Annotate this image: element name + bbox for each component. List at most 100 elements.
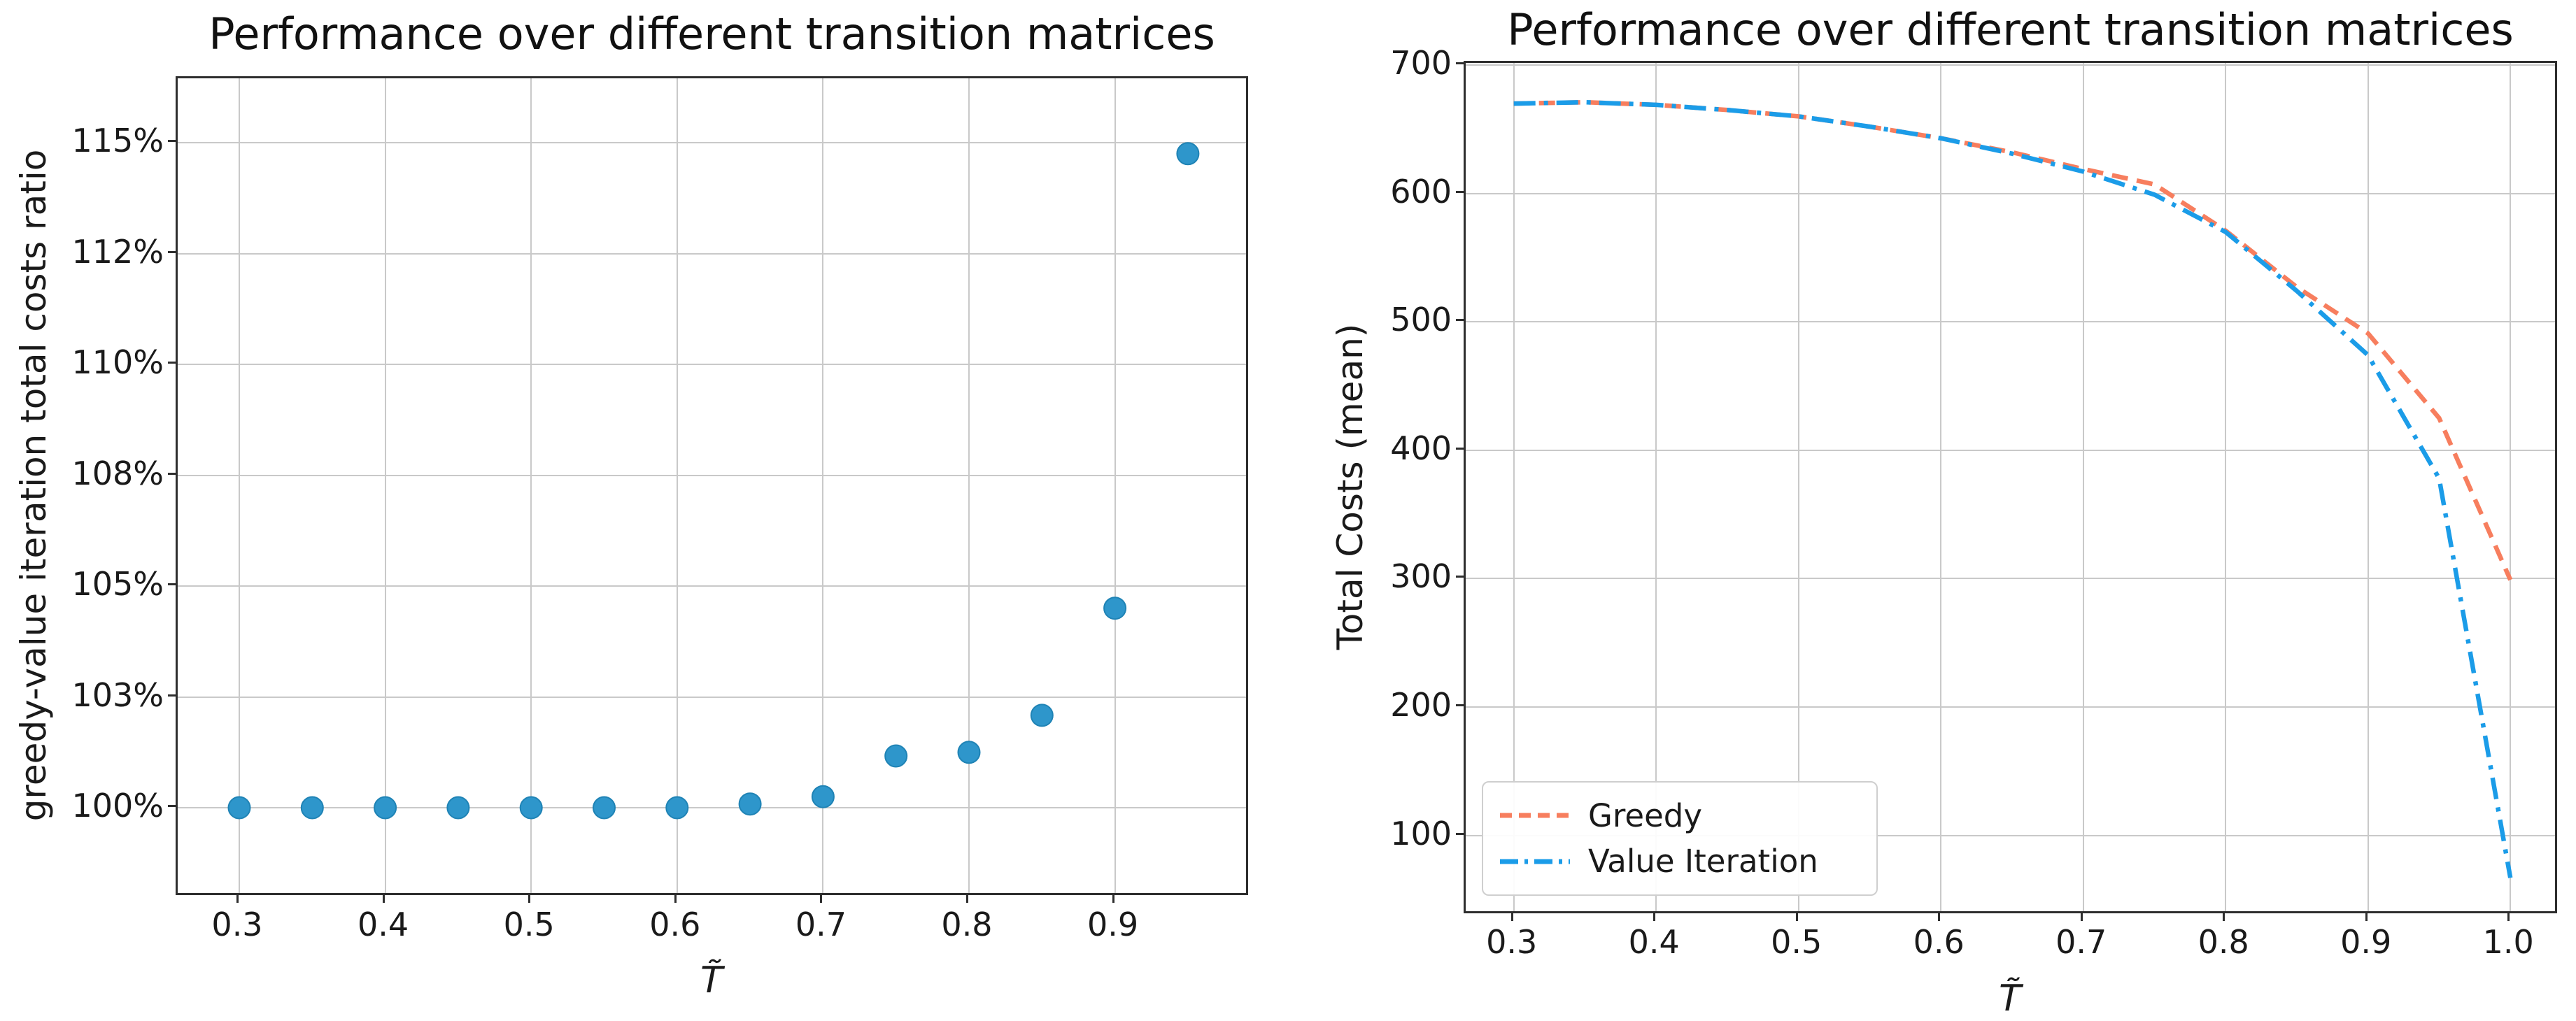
x-tick-mark [236,895,239,903]
scatter-point [446,796,470,820]
x-tick-label: 0.5 [503,906,555,943]
y-tick-mark [168,694,176,697]
x-tick-label: 0.6 [649,906,701,943]
gridline-y [1466,578,2555,580]
gridline-y [178,474,1246,476]
x-tick-label: 0.7 [2055,923,2107,961]
legend-entry: Greedy [1500,797,1860,834]
x-tick-label: 1.0 [2482,923,2534,961]
gridline-x [822,78,824,893]
gridline-x [530,78,532,893]
x-tick-label: 0.9 [1087,906,1139,943]
line-value-iteration [1513,99,2513,878]
legend-sample-greedy-line [1500,813,1570,818]
gridline-y [178,807,1246,808]
y-tick-mark [168,583,176,585]
x-tick-mark [2080,913,2083,921]
chart-costs: Performance over different transition ma… [1288,0,2576,1021]
x-tick-label: 0.7 [795,906,847,943]
scatter-point [1103,597,1127,620]
x-tick-mark [1510,913,1513,921]
x-tick-label: 0.8 [2198,923,2249,961]
x-tick-mark [1795,913,1798,921]
gridline-y [178,252,1246,255]
gridline-y [178,585,1246,587]
scatter-point [884,744,908,768]
gridline-x [1655,63,1657,911]
y-tick-label: 100 [1390,814,1452,852]
scatter-point [227,796,251,820]
x-axis-label: T̃ [700,959,723,1001]
x-tick-mark [1938,913,1941,921]
y-tick-label: 300 [1390,557,1452,596]
gridline-y [178,142,1246,143]
scatter-point [1176,142,1200,166]
plot-area [176,76,1248,895]
legend-entry: Value Iteration [1500,843,1860,880]
scatter-point [374,796,397,820]
scatter-point [300,796,324,820]
scatter-point [519,796,543,820]
x-tick-label: 0.4 [1628,923,1680,961]
y-tick-label: 100% [71,787,164,824]
x-tick-mark [1653,913,1656,921]
y-tick-label: 500 [1390,301,1452,339]
y-tick-mark [168,362,176,364]
data-layer [227,142,1200,820]
x-tick-label: 0.4 [358,906,409,943]
gridline-x [2510,63,2512,911]
x-tick-label: 0.9 [2340,923,2392,961]
y-tick-label: 112% [71,232,164,271]
gridline-y [1466,192,2555,194]
y-tick-label: 105% [71,565,164,603]
gridline-y [1466,321,2555,323]
grid-layer [1466,63,2555,911]
y-tick-label: 700 [1390,44,1452,82]
legend-sample-value-iteration-line [1500,859,1570,864]
gridline-y [178,364,1246,365]
gridline-y [1466,706,2555,708]
x-axis-label: T̃ [1999,978,2021,1020]
scatter-point [593,796,616,820]
y-tick-mark [1456,319,1464,322]
x-tick-label: 0.6 [1913,923,1965,961]
legend-label: Value Iteration [1588,843,1818,880]
gridline-x [2225,63,2227,911]
chart-title: Performance over different transition ma… [208,8,1215,59]
x-tick-mark [528,895,531,903]
y-tick-label: 108% [71,454,164,492]
gridline-x [1114,78,1116,893]
y-tick-label: 103% [71,676,164,714]
gridline-x [676,78,678,893]
x-tick-mark [820,895,823,903]
scatter-point [957,741,981,764]
x-tick-mark [1112,895,1114,903]
gridline-x [1940,63,1942,911]
x-tick-label: 0.8 [941,906,993,943]
y-tick-mark [1456,62,1464,64]
gridline-y [1466,64,2555,66]
x-tick-mark [2365,913,2368,921]
x-tick-label: 0.3 [1486,923,1538,961]
chart-ratio: Performance over different transition ma… [13,8,1248,1001]
plot-area [1464,61,2557,913]
legend: Greedy Value Iteration [1482,781,1878,896]
gridline-x [2082,63,2084,911]
y-tick-label: 110% [71,343,164,381]
x-tick-label: 0.5 [1771,923,1823,961]
y-tick-mark [168,250,176,253]
scatter-point [665,796,689,820]
x-tick-mark [966,895,968,903]
gridline-y [1466,834,2555,836]
x-tick-mark [674,895,677,903]
gridline-y [178,696,1246,698]
data-layer [1513,99,2513,878]
scatter-point [738,792,762,816]
scatter-point [1030,704,1054,727]
y-axis-label: Total Costs (mean) [1330,323,1371,650]
scatter-point [811,785,835,808]
y-tick-label: 600 [1390,172,1452,210]
y-tick-mark [1456,190,1464,193]
y-tick-mark [1456,832,1464,835]
